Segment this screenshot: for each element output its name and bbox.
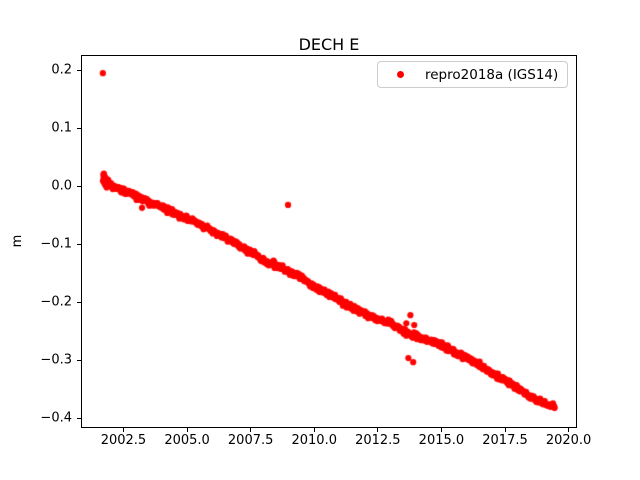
x-tick-mark <box>122 428 124 432</box>
x-tick-mark <box>250 428 252 432</box>
legend-marker-icon <box>396 71 404 78</box>
x-tick-label: 2002.5 <box>100 433 147 448</box>
y-tick-mark <box>77 69 81 71</box>
x-tick-mark <box>313 428 315 432</box>
y-tick-mark <box>77 301 81 303</box>
x-tick-label: 2020.0 <box>545 433 592 448</box>
y-tick-mark <box>77 243 81 245</box>
y-tick-mark <box>77 359 81 361</box>
y-tick-mark <box>77 185 81 187</box>
y-tick-label: −0.3 <box>40 352 72 368</box>
legend-label: repro2018a (IGS14) <box>425 66 559 83</box>
x-tick-label: 2015.0 <box>418 433 465 448</box>
y-tick-label: −0.2 <box>40 294 72 310</box>
x-tick-mark <box>377 428 379 432</box>
y-tick-label: 0.0 <box>51 178 72 194</box>
y-tick-label: −0.1 <box>40 236 72 252</box>
y-tick-mark <box>77 417 81 419</box>
y-tick-label: 0.1 <box>51 120 72 136</box>
x-tick-label: 2017.5 <box>482 433 528 448</box>
x-tick-label: 2012.5 <box>355 433 401 448</box>
x-tick-label: 2007.5 <box>227 433 274 448</box>
y-tick-label: −0.4 <box>40 410 72 426</box>
x-tick-mark <box>440 428 442 432</box>
x-tick-label: 2005.0 <box>164 433 210 448</box>
x-tick-mark <box>504 428 506 432</box>
x-tick-label: 2010.0 <box>291 433 337 448</box>
x-tick-mark <box>568 428 570 432</box>
legend: repro2018a (IGS14) <box>377 61 568 88</box>
x-tick-mark <box>186 428 188 432</box>
y-tick-label: 0.2 <box>51 62 72 78</box>
chart-title: DECH E <box>298 35 360 54</box>
plot-area <box>81 55 577 428</box>
legend-handle <box>388 71 412 78</box>
y-tick-mark <box>77 127 81 129</box>
